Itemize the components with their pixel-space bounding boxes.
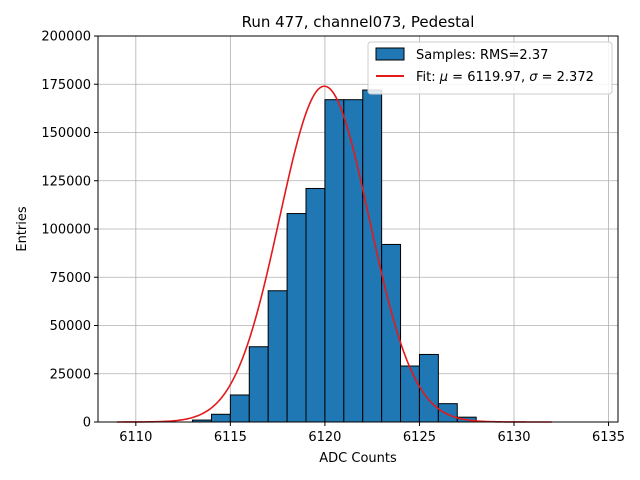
y-tick-label: 100000 — [41, 223, 91, 238]
y-tick-label: 200000 — [41, 30, 91, 45]
histogram-bar — [418, 353, 439, 423]
x-axis-ticks: 6110 6115 6120 6125 6130 6135 — [119, 422, 625, 445]
legend-samples-label: Samples: RMS=2.37 — [416, 48, 548, 63]
histogram-bars — [192, 89, 477, 423]
legend-samples-swatch — [375, 47, 405, 61]
x-tick-label: 6130 — [497, 430, 530, 445]
fit-curve-layer — [116, 85, 552, 423]
x-tick-label: 6135 — [592, 430, 625, 445]
legend-fit-label: Fit: μ = 6119.97, σ = 2.372 — [416, 70, 594, 85]
y-tick-label: 125000 — [41, 174, 91, 189]
x-axis-label: ADC Counts — [319, 451, 397, 466]
histogram-bar — [437, 403, 458, 423]
histogram-bar — [248, 346, 269, 423]
y-tick-label: 75000 — [50, 271, 91, 286]
y-tick-label: 25000 — [50, 367, 91, 382]
histogram-bar — [324, 99, 345, 423]
histogram-bar — [210, 413, 231, 423]
histogram-bar — [305, 187, 326, 423]
y-axis-label: Entries — [15, 206, 30, 252]
x-tick-label: 6115 — [214, 430, 247, 445]
fit-curve — [116, 85, 552, 423]
x-tick-label: 6120 — [308, 430, 341, 445]
histogram-bar — [362, 89, 383, 423]
y-tick-label: 50000 — [50, 319, 91, 334]
histogram-bar — [229, 394, 250, 423]
histogram-bar — [286, 213, 307, 423]
histogram-bar — [400, 365, 420, 423]
x-tick-label: 6110 — [119, 430, 152, 445]
legend-box — [367, 41, 613, 95]
chart-title: Run 477, channel073, Pedestal — [242, 13, 475, 31]
y-tick-label: 0 — [83, 416, 91, 431]
legend: Samples: RMS=2.37 Fit: μ = 6119.97, σ = … — [367, 41, 613, 95]
y-tick-label: 150000 — [41, 126, 91, 141]
histogram-bar — [267, 290, 288, 423]
y-axis-ticks: 0 25000 50000 75000 100000 125000 150000 175000… — [41, 30, 98, 431]
x-tick-label: 6125 — [403, 430, 436, 445]
y-tick-label: 175000 — [41, 78, 91, 93]
